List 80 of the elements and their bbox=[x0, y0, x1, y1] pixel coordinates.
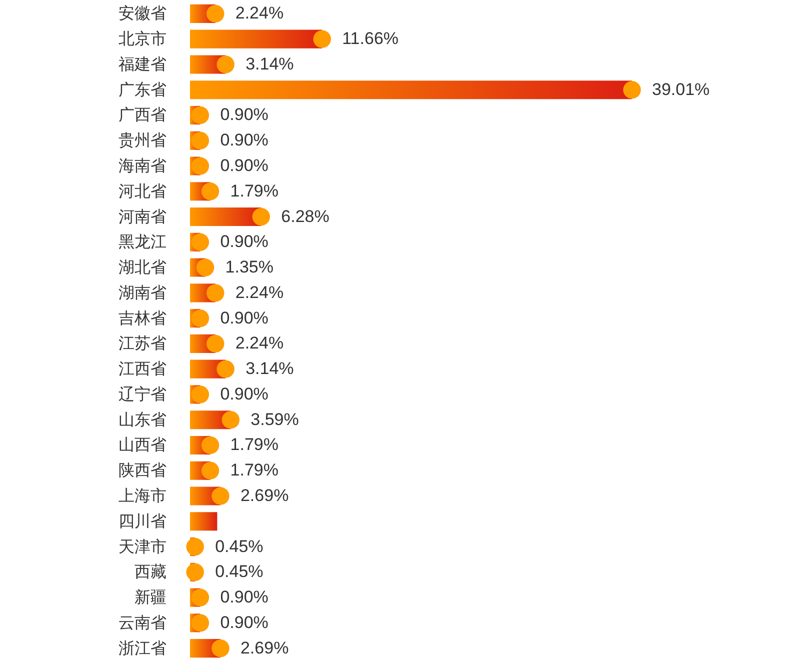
point bbox=[212, 639, 230, 658]
point bbox=[201, 182, 220, 200]
data-label: 0.90% bbox=[220, 384, 268, 404]
y-tick-label: 贵州省 bbox=[118, 132, 166, 150]
point bbox=[191, 157, 210, 175]
point bbox=[222, 411, 240, 429]
y-tick-label: 福建省 bbox=[118, 55, 166, 74]
data-label: 0.90% bbox=[220, 612, 268, 632]
data-label: 0.90% bbox=[220, 105, 268, 124]
y-tick-label: 陕西省 bbox=[118, 462, 166, 480]
point bbox=[186, 538, 204, 556]
point bbox=[623, 81, 641, 99]
point bbox=[191, 386, 210, 404]
data-label: 2.24% bbox=[235, 4, 284, 23]
y-tick-label: 山东省 bbox=[118, 410, 166, 429]
point bbox=[191, 132, 210, 150]
data-label: 0.90% bbox=[220, 130, 268, 150]
point bbox=[206, 334, 224, 353]
y-tick-label: 吉林省 bbox=[118, 309, 166, 328]
bar bbox=[190, 512, 218, 531]
bar bbox=[190, 80, 632, 100]
point bbox=[191, 614, 210, 632]
point bbox=[191, 106, 210, 124]
y-tick-label: 江西省 bbox=[118, 360, 166, 378]
data-label: 2.69% bbox=[240, 638, 289, 658]
y-tick-label: 浙江省 bbox=[118, 639, 166, 658]
data-label: 0.90% bbox=[220, 232, 268, 252]
data-label: 0.45% bbox=[215, 562, 264, 582]
y-tick-label: 海南省 bbox=[118, 157, 166, 175]
y-tick-label: 河北省 bbox=[118, 182, 166, 200]
y-tick-label: 江苏省 bbox=[118, 334, 166, 353]
y-tick-label: 广东省 bbox=[118, 80, 166, 99]
data-label: 1.35% bbox=[225, 258, 274, 277]
data-label: 3.59% bbox=[250, 410, 299, 429]
point bbox=[212, 487, 230, 505]
data-label: 2.69% bbox=[240, 486, 289, 505]
data-label: 0.45% bbox=[215, 536, 264, 556]
bar bbox=[190, 208, 262, 226]
y-tick-label: 上海市 bbox=[118, 487, 166, 505]
y-tick-label: 湖北省 bbox=[118, 258, 166, 277]
y-tick-label: 黑龙江 bbox=[118, 233, 166, 252]
point bbox=[206, 284, 224, 302]
data-label: 1.79% bbox=[230, 181, 278, 200]
y-tick-label: 北京市 bbox=[118, 30, 166, 48]
data-label: 2.24% bbox=[235, 282, 284, 302]
point bbox=[191, 233, 210, 251]
data-label: 11.66% bbox=[342, 29, 399, 48]
y-tick-label: 湖南省 bbox=[118, 284, 166, 302]
point bbox=[216, 360, 234, 378]
point bbox=[252, 208, 270, 226]
y-tick-label: 河南省 bbox=[118, 208, 166, 226]
point bbox=[191, 588, 210, 606]
point bbox=[201, 436, 220, 454]
point bbox=[201, 462, 220, 480]
data-label: 1.79% bbox=[230, 435, 278, 454]
data-label: 0.90% bbox=[220, 156, 268, 175]
point bbox=[196, 258, 214, 276]
data-label: 6.28% bbox=[281, 206, 330, 226]
y-tick-label: 山西省 bbox=[118, 436, 166, 454]
data-label: 1.79% bbox=[230, 460, 278, 480]
data-label: 2.24% bbox=[235, 334, 284, 353]
y-tick-label: 辽宁省 bbox=[118, 385, 166, 404]
point bbox=[191, 309, 210, 328]
y-tick-label: 广西省 bbox=[118, 106, 166, 124]
data-label: 0.90% bbox=[220, 588, 268, 607]
y-tick-label: 西藏 bbox=[134, 563, 166, 582]
y-tick-label: 安徽省 bbox=[118, 4, 166, 23]
data-label: 0.90% bbox=[220, 308, 268, 328]
y-tick-label: 天津市 bbox=[118, 538, 166, 556]
data-label: 3.14% bbox=[246, 359, 294, 378]
data-label: 39.01% bbox=[652, 80, 710, 99]
point bbox=[216, 56, 234, 74]
data-label: 3.14% bbox=[246, 54, 294, 74]
point bbox=[186, 563, 204, 581]
point bbox=[313, 30, 331, 48]
y-tick-label: 云南省 bbox=[118, 614, 166, 632]
y-tick-label: 四川省 bbox=[118, 512, 166, 530]
point bbox=[206, 4, 224, 23]
bar bbox=[190, 30, 322, 48]
y-tick-label: 新疆 bbox=[134, 588, 166, 607]
